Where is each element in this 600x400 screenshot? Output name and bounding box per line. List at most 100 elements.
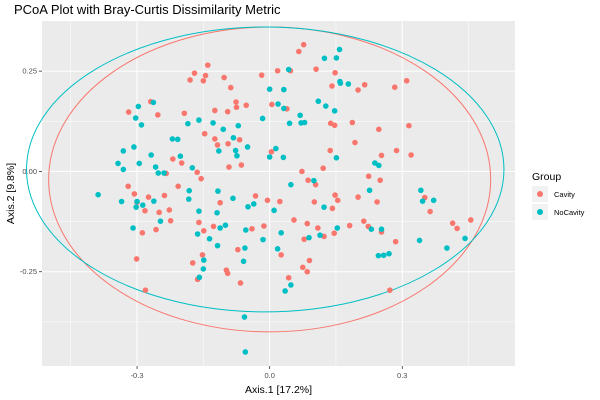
point-nocavity — [120, 166, 127, 173]
point-cavity — [332, 69, 338, 76]
point-nocavity — [334, 225, 341, 231]
point-nocavity — [242, 227, 249, 233]
point-cavity — [301, 236, 307, 243]
point-nocavity — [288, 282, 294, 288]
point-nocavity — [333, 55, 340, 61]
point-cavity — [300, 41, 307, 48]
point-cavity — [361, 218, 367, 224]
point-nocavity — [235, 122, 242, 129]
legend-title: Group — [532, 171, 561, 183]
point-cavity — [225, 140, 231, 147]
point-cavity — [189, 260, 196, 266]
point-cavity — [166, 207, 173, 213]
point-nocavity — [337, 80, 344, 86]
point-cavity — [142, 207, 148, 214]
x-tick-label: -0.3 — [131, 371, 144, 380]
y-tick-label: 0.00 — [22, 167, 37, 176]
point-cavity — [329, 205, 336, 212]
point-nocavity — [136, 160, 143, 167]
point-cavity — [361, 81, 368, 88]
point-cavity — [155, 112, 161, 118]
point-nocavity — [95, 191, 101, 198]
point-cavity — [261, 223, 267, 229]
point-nocavity — [217, 225, 223, 231]
point-nocavity — [230, 195, 236, 202]
point-nocavity — [336, 46, 343, 53]
point-cavity — [175, 183, 181, 190]
point-nocavity — [418, 187, 424, 194]
point-nocavity — [430, 197, 437, 204]
point-nocavity — [220, 126, 227, 133]
point-nocavity — [288, 181, 294, 188]
point-cavity — [181, 110, 188, 117]
point-nocavity — [444, 245, 450, 251]
point-cavity — [212, 136, 218, 142]
point-cavity — [374, 199, 380, 205]
point-nocavity — [196, 274, 203, 281]
point-cavity — [391, 84, 398, 90]
point-nocavity — [157, 218, 164, 224]
point-cavity — [204, 62, 211, 68]
point-nocavity — [280, 154, 287, 161]
point-cavity — [227, 84, 234, 91]
point-nocavity — [244, 144, 251, 150]
point-nocavity — [194, 231, 201, 237]
x-tick-label: 0.0 — [264, 371, 274, 380]
point-cavity — [355, 87, 361, 93]
point-cavity — [170, 156, 176, 162]
point-cavity — [258, 72, 265, 78]
point-cavity — [243, 102, 250, 109]
point-nocavity — [345, 81, 352, 87]
point-nocavity — [333, 154, 340, 161]
point-nocavity — [416, 237, 423, 244]
point-nocavity — [323, 103, 329, 109]
point-nocavity — [222, 222, 229, 228]
point-cavity — [221, 74, 227, 81]
point-cavity — [285, 274, 292, 281]
point-cavity — [406, 122, 412, 129]
point-nocavity — [321, 204, 327, 210]
point-cavity — [467, 217, 474, 223]
point-cavity — [212, 107, 218, 114]
point-cavity — [327, 147, 334, 154]
point-nocavity — [196, 117, 202, 123]
point-nocavity — [189, 165, 196, 171]
point-cavity — [125, 183, 132, 190]
point-cavity — [191, 70, 198, 76]
point-cavity — [331, 122, 338, 129]
point-cavity — [198, 175, 204, 182]
point-cavity — [226, 164, 232, 170]
point-cavity — [233, 104, 240, 111]
point-nocavity — [118, 198, 125, 205]
point-cavity — [125, 109, 132, 115]
point-cavity — [377, 177, 383, 184]
point-cavity — [334, 197, 341, 204]
point-nocavity — [151, 198, 157, 204]
point-cavity — [304, 220, 311, 227]
point-cavity — [210, 223, 217, 230]
y-tick-label: -0.25 — [20, 267, 37, 276]
point-nocavity — [321, 55, 328, 62]
point-nocavity — [139, 202, 146, 208]
point-cavity — [200, 77, 207, 84]
point-cavity — [393, 147, 400, 154]
point-cavity — [252, 193, 259, 199]
point-cavity — [145, 194, 152, 200]
point-nocavity — [131, 144, 137, 150]
legend-label-nocavity: NoCavity — [554, 208, 585, 217]
point-cavity — [235, 246, 241, 253]
point-nocavity — [133, 204, 139, 210]
point-nocavity — [214, 209, 220, 216]
point-nocavity — [250, 201, 257, 207]
axis-ticks: -0.3 0.0 0.3 0.25 0.00 -0.25 — [20, 67, 408, 380]
point-cavity — [194, 169, 200, 176]
point-cavity — [315, 225, 321, 231]
point-cavity — [331, 230, 337, 237]
point-cavity — [332, 192, 338, 198]
point-nocavity — [210, 120, 216, 126]
point-cavity — [355, 194, 361, 200]
point-cavity — [449, 220, 456, 226]
ellipse-nocavity — [26, 26, 505, 313]
point-nocavity — [240, 258, 247, 265]
x-axis-label: Axis.1 [17.2%] — [245, 384, 312, 396]
